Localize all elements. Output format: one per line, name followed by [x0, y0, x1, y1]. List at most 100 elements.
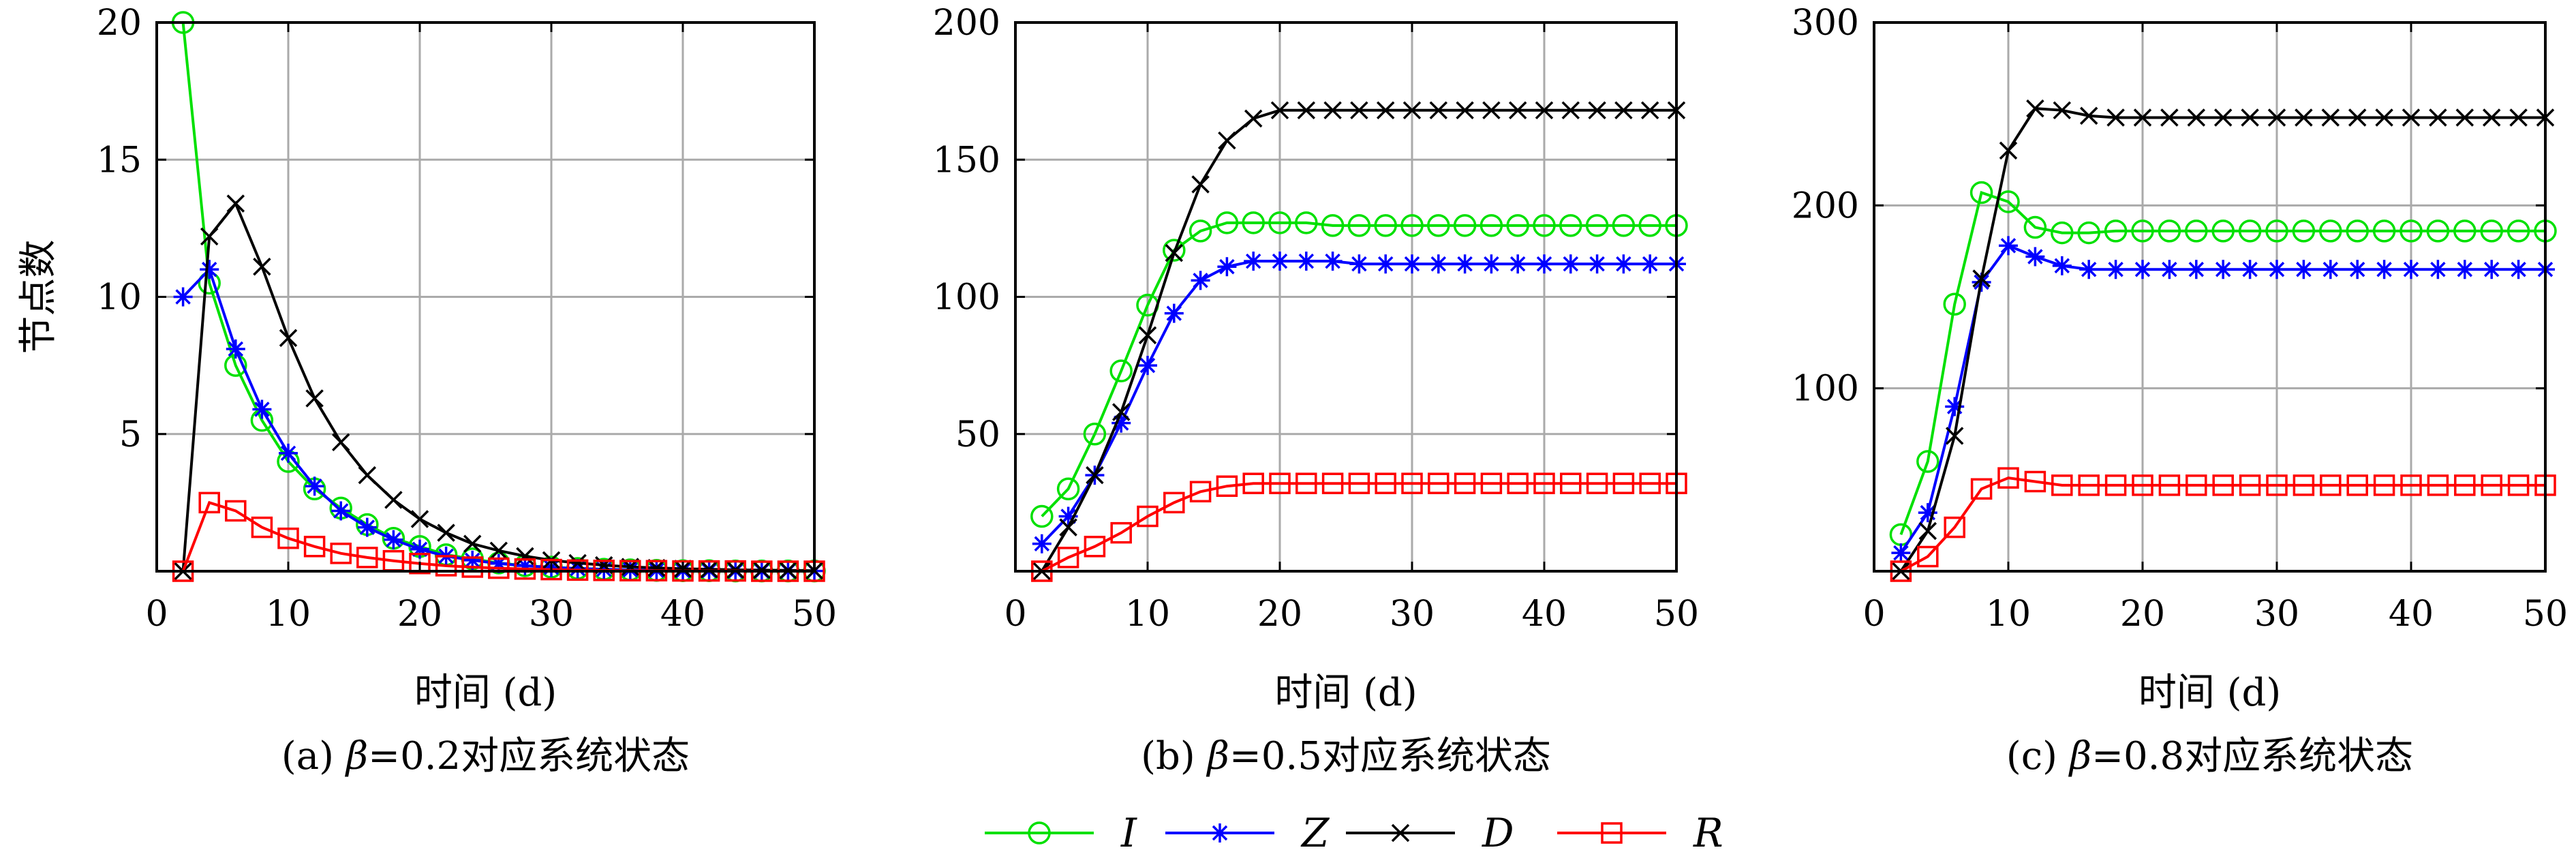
data-point	[305, 476, 324, 496]
data-point	[1058, 506, 1078, 526]
data-point	[226, 339, 245, 359]
data-point	[1163, 239, 1186, 262]
data-point	[1323, 101, 1342, 120]
data-point	[1482, 254, 1501, 274]
panel-caption: (b) β=0.5对应系统状态	[1141, 734, 1551, 778]
x-tick-label: 20	[397, 594, 442, 635]
data-point	[1032, 534, 1052, 553]
data-point	[1347, 214, 1371, 237]
data-point	[1508, 101, 1527, 120]
data-point	[410, 539, 429, 559]
data-point	[2186, 260, 2206, 279]
data-point	[2429, 108, 2447, 127]
panel-c: 0 10 20 30 40 50 100 200 300 时间 (d) (c) β=0.8对应系统状…	[1792, 3, 2568, 778]
data-point	[2266, 474, 2288, 496]
data-point	[252, 399, 272, 419]
data-point	[435, 555, 457, 577]
data-point	[2240, 260, 2260, 279]
data-point	[1559, 214, 1582, 237]
data-point	[2427, 474, 2449, 496]
data-point	[357, 517, 377, 537]
series-line	[1041, 482, 1676, 573]
data-point	[1374, 214, 1397, 237]
data-point	[540, 558, 562, 581]
data-point	[2372, 219, 2396, 243]
data-point	[173, 287, 193, 307]
data-point	[1402, 101, 1422, 120]
data-point	[2213, 260, 2233, 279]
legend-label: D	[1482, 810, 1514, 856]
data-point	[1084, 536, 1106, 558]
data-point	[2023, 215, 2047, 239]
data-point	[1428, 472, 1450, 494]
legend-label: I	[1120, 810, 1137, 856]
panel-caption: (c) β=0.8对应系统状态	[2006, 734, 2413, 778]
x-tick-label: 30	[1390, 594, 1435, 635]
data-point	[2426, 219, 2450, 243]
series-line	[1041, 221, 1676, 517]
legend-marker	[1601, 822, 1623, 844]
data-point	[1215, 211, 1239, 234]
data-point	[1535, 101, 1554, 120]
data-point	[2428, 260, 2448, 279]
data-point	[2482, 260, 2502, 279]
data-point	[1111, 413, 1131, 433]
data-point	[2104, 474, 2127, 496]
x-axis-label: 时间 (d)	[1274, 671, 1417, 715]
series-Z	[1032, 252, 1686, 553]
data-point	[2051, 221, 2074, 245]
data-point	[1428, 254, 1448, 274]
data-point	[330, 543, 352, 564]
series-I	[1030, 211, 1688, 528]
data-point	[2079, 106, 2098, 125]
data-point	[2346, 474, 2368, 496]
data-point	[1970, 478, 1993, 500]
series-D	[1032, 101, 1686, 581]
data-point	[1506, 214, 1529, 237]
series-line	[1900, 476, 2545, 573]
data-point	[1918, 521, 1937, 541]
data-point	[1217, 257, 1237, 277]
y-tick-label: 15	[97, 140, 142, 181]
data-point	[200, 260, 219, 279]
data-point	[1163, 491, 1185, 514]
axes-frame	[1873, 21, 2547, 573]
data-point	[1918, 503, 1937, 523]
data-point	[1455, 254, 1475, 274]
data-point	[2267, 260, 2286, 279]
legend-item-R: R	[1557, 810, 1723, 856]
data-point	[331, 433, 350, 452]
series-line	[1899, 190, 2545, 536]
data-point	[1587, 254, 1607, 274]
data-point	[1507, 472, 1529, 494]
data-point	[1376, 101, 1395, 120]
data-point	[2348, 108, 2367, 127]
series-Z	[1891, 236, 2555, 563]
x-axis-label: 时间 (d)	[414, 671, 557, 715]
data-point	[1401, 472, 1423, 494]
panel-caption: (a) β=0.2对应系统状态	[281, 734, 690, 778]
y-tick-label: 200	[933, 3, 1000, 44]
data-point	[331, 501, 351, 521]
data-point	[1189, 481, 1212, 503]
data-point	[2455, 260, 2474, 279]
data-point	[1999, 141, 2018, 160]
legend-item-D: D	[1346, 810, 1514, 856]
data-point	[198, 491, 220, 514]
x-tick-label: 0	[1862, 594, 1885, 635]
data-point	[1030, 504, 1054, 528]
data-point	[1189, 219, 1212, 243]
data-point	[2239, 474, 2261, 496]
panel-b: 0 10 20 30 40 50 50 100 150 200 时间 (d) (b) β=0.5对应系…	[933, 3, 1699, 778]
data-point	[2480, 219, 2503, 243]
data-point	[1270, 252, 1289, 271]
data-point	[1086, 466, 1104, 485]
data-point	[1348, 472, 1370, 494]
legend-item-Z: Z	[1165, 810, 1330, 856]
data-point	[356, 547, 378, 568]
data-point	[279, 329, 298, 348]
data-point	[2186, 474, 2207, 496]
data-point	[1533, 214, 1556, 237]
data-point	[1639, 472, 1661, 494]
